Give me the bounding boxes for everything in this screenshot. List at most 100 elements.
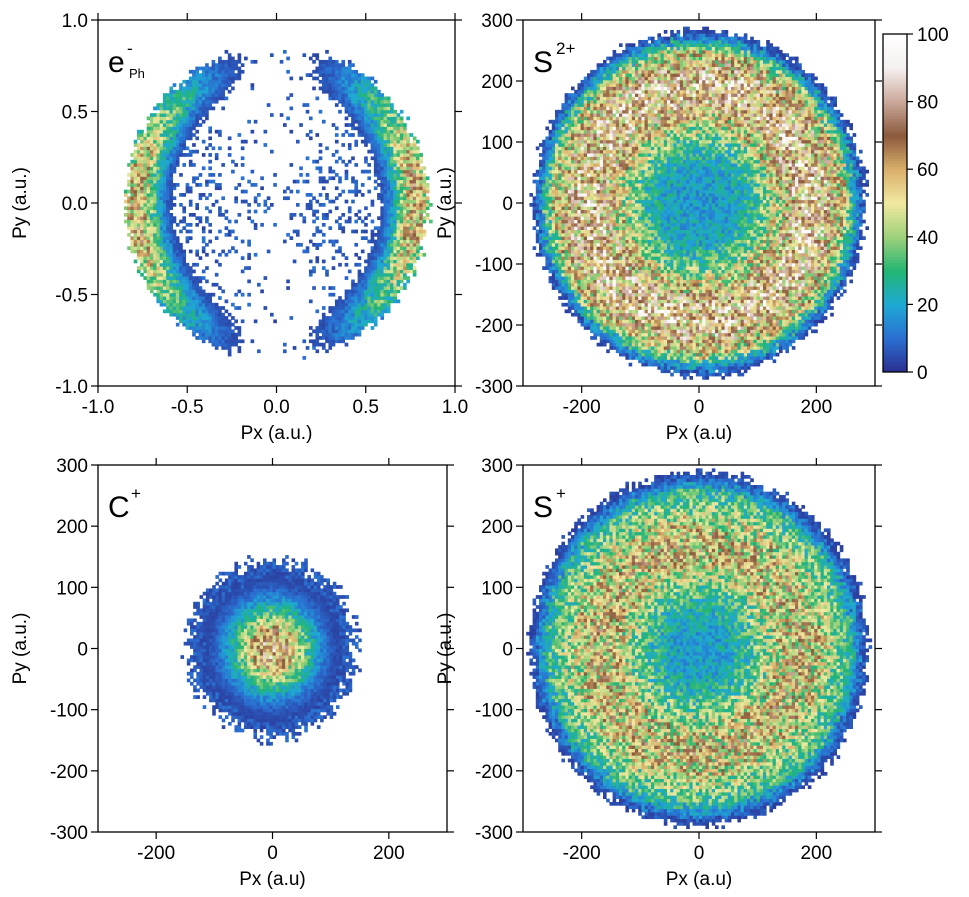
heatmap-cell: [397, 120, 401, 124]
heatmap-cell: [176, 116, 180, 120]
heatmap-cell: [584, 100, 588, 104]
heatmap-cell: [199, 256, 203, 260]
heatmap-cell: [571, 130, 575, 134]
heatmap-cell: [238, 183, 242, 187]
heatmap-cell: [202, 120, 206, 124]
heatmap-cell: [597, 183, 601, 187]
heatmap-cell: [387, 299, 391, 303]
heatmap-cell: [609, 243, 613, 247]
heatmap-cell: [143, 250, 147, 254]
heatmap-cell: [361, 220, 365, 224]
heatmap-cell: [558, 266, 562, 270]
heatmap-cell: [397, 253, 401, 257]
heatmap-cell: [413, 153, 417, 157]
heatmap-cell: [371, 123, 375, 127]
heatmap-cell: [306, 180, 310, 184]
heatmap-cell: [606, 329, 610, 333]
heatmap-cell: [238, 67, 242, 71]
heatmap-cell: [587, 153, 591, 157]
heatmap-cell: [225, 323, 229, 327]
heatmap-cell: [380, 97, 384, 101]
heatmap-cell: [212, 329, 216, 333]
heatmap-cell: [166, 140, 170, 144]
heatmap-cell: [406, 210, 410, 214]
heatmap-cell: [322, 73, 326, 77]
heatmap-cell: [202, 336, 206, 340]
heatmap-cell: [400, 243, 404, 247]
heatmap-cell: [397, 230, 401, 234]
heatmap-cell: [312, 243, 316, 247]
heatmap-cell: [561, 216, 565, 220]
heatmap-cell: [169, 313, 173, 317]
heatmap-cell: [377, 230, 381, 234]
heatmap-cell: [390, 110, 394, 114]
heatmap-cell: [600, 146, 604, 150]
heatmap-cell: [603, 273, 607, 277]
heatmap-cell: [374, 276, 378, 280]
heatmap-cell: [166, 163, 170, 167]
heatmap-cell: [173, 146, 177, 150]
heatmap-cell: [202, 313, 206, 317]
heatmap-cell: [380, 309, 384, 313]
heatmap-cell: [351, 120, 355, 124]
heatmap-cell: [555, 136, 559, 140]
heatmap-cell: [413, 163, 417, 167]
heatmap-cell: [584, 240, 588, 244]
heatmap-cell: [590, 316, 594, 320]
heatmap-cell: [565, 293, 569, 297]
heatmap-cell: [199, 110, 203, 114]
heatmap-cell: [600, 313, 604, 317]
heatmap-cell: [606, 339, 610, 343]
heatmap-cell: [590, 266, 594, 270]
heatmap-cell: [215, 319, 219, 323]
heatmap-cell: [597, 120, 601, 124]
heatmap-cell: [247, 256, 251, 260]
heatmap-cell: [606, 313, 610, 317]
heatmap-cell: [212, 326, 216, 330]
heatmap-cell: [163, 193, 167, 197]
heatmap-cell: [231, 63, 235, 67]
heatmap-cell: [341, 63, 345, 67]
heatmap-cell: [609, 343, 613, 347]
heatmap-cell: [163, 166, 167, 170]
heatmap-cell: [364, 103, 368, 107]
heatmap-cell: [600, 166, 604, 170]
heatmap-cell: [176, 283, 180, 287]
heatmap-cell: [189, 126, 193, 130]
heatmap-cell: [143, 146, 147, 150]
heatmap-cell: [423, 230, 427, 234]
heatmap-cell: [581, 203, 585, 207]
heatmap-cell: [147, 170, 151, 174]
heatmap-cell: [364, 309, 368, 313]
heatmap-cell: [597, 186, 601, 190]
heatmap-cell: [397, 270, 401, 274]
heatmap-cell: [134, 216, 138, 220]
heatmap-cell: [600, 280, 604, 284]
heatmap-cell: [552, 270, 556, 274]
heatmap-cell: [179, 130, 183, 134]
heatmap-cell: [597, 250, 601, 254]
heatmap-cell: [571, 233, 575, 237]
heatmap-cell: [390, 113, 394, 117]
heatmap-cell: [377, 309, 381, 313]
heatmap-cell: [173, 120, 177, 124]
heatmap-cell: [390, 140, 394, 144]
heatmap-cell: [176, 250, 180, 254]
heatmap-cell: [613, 303, 617, 307]
heatmap-cell: [584, 216, 588, 220]
heatmap-cell: [169, 230, 173, 234]
heatmap-cell: [377, 97, 381, 101]
heatmap-cell: [549, 196, 553, 200]
heatmap-cell: [228, 230, 232, 234]
heatmap-cell: [182, 316, 186, 320]
heatmap-cell: [176, 146, 180, 150]
heatmap-cell: [603, 186, 607, 190]
heatmap-cell: [182, 266, 186, 270]
heatmap-cell: [147, 230, 151, 234]
heatmap-cell: [221, 77, 225, 81]
heatmap-cell: [289, 163, 293, 167]
heatmap-cell: [153, 243, 157, 247]
heatmap-cell: [354, 313, 358, 317]
heatmap-cell: [584, 196, 588, 200]
heatmap-cell: [247, 203, 251, 207]
